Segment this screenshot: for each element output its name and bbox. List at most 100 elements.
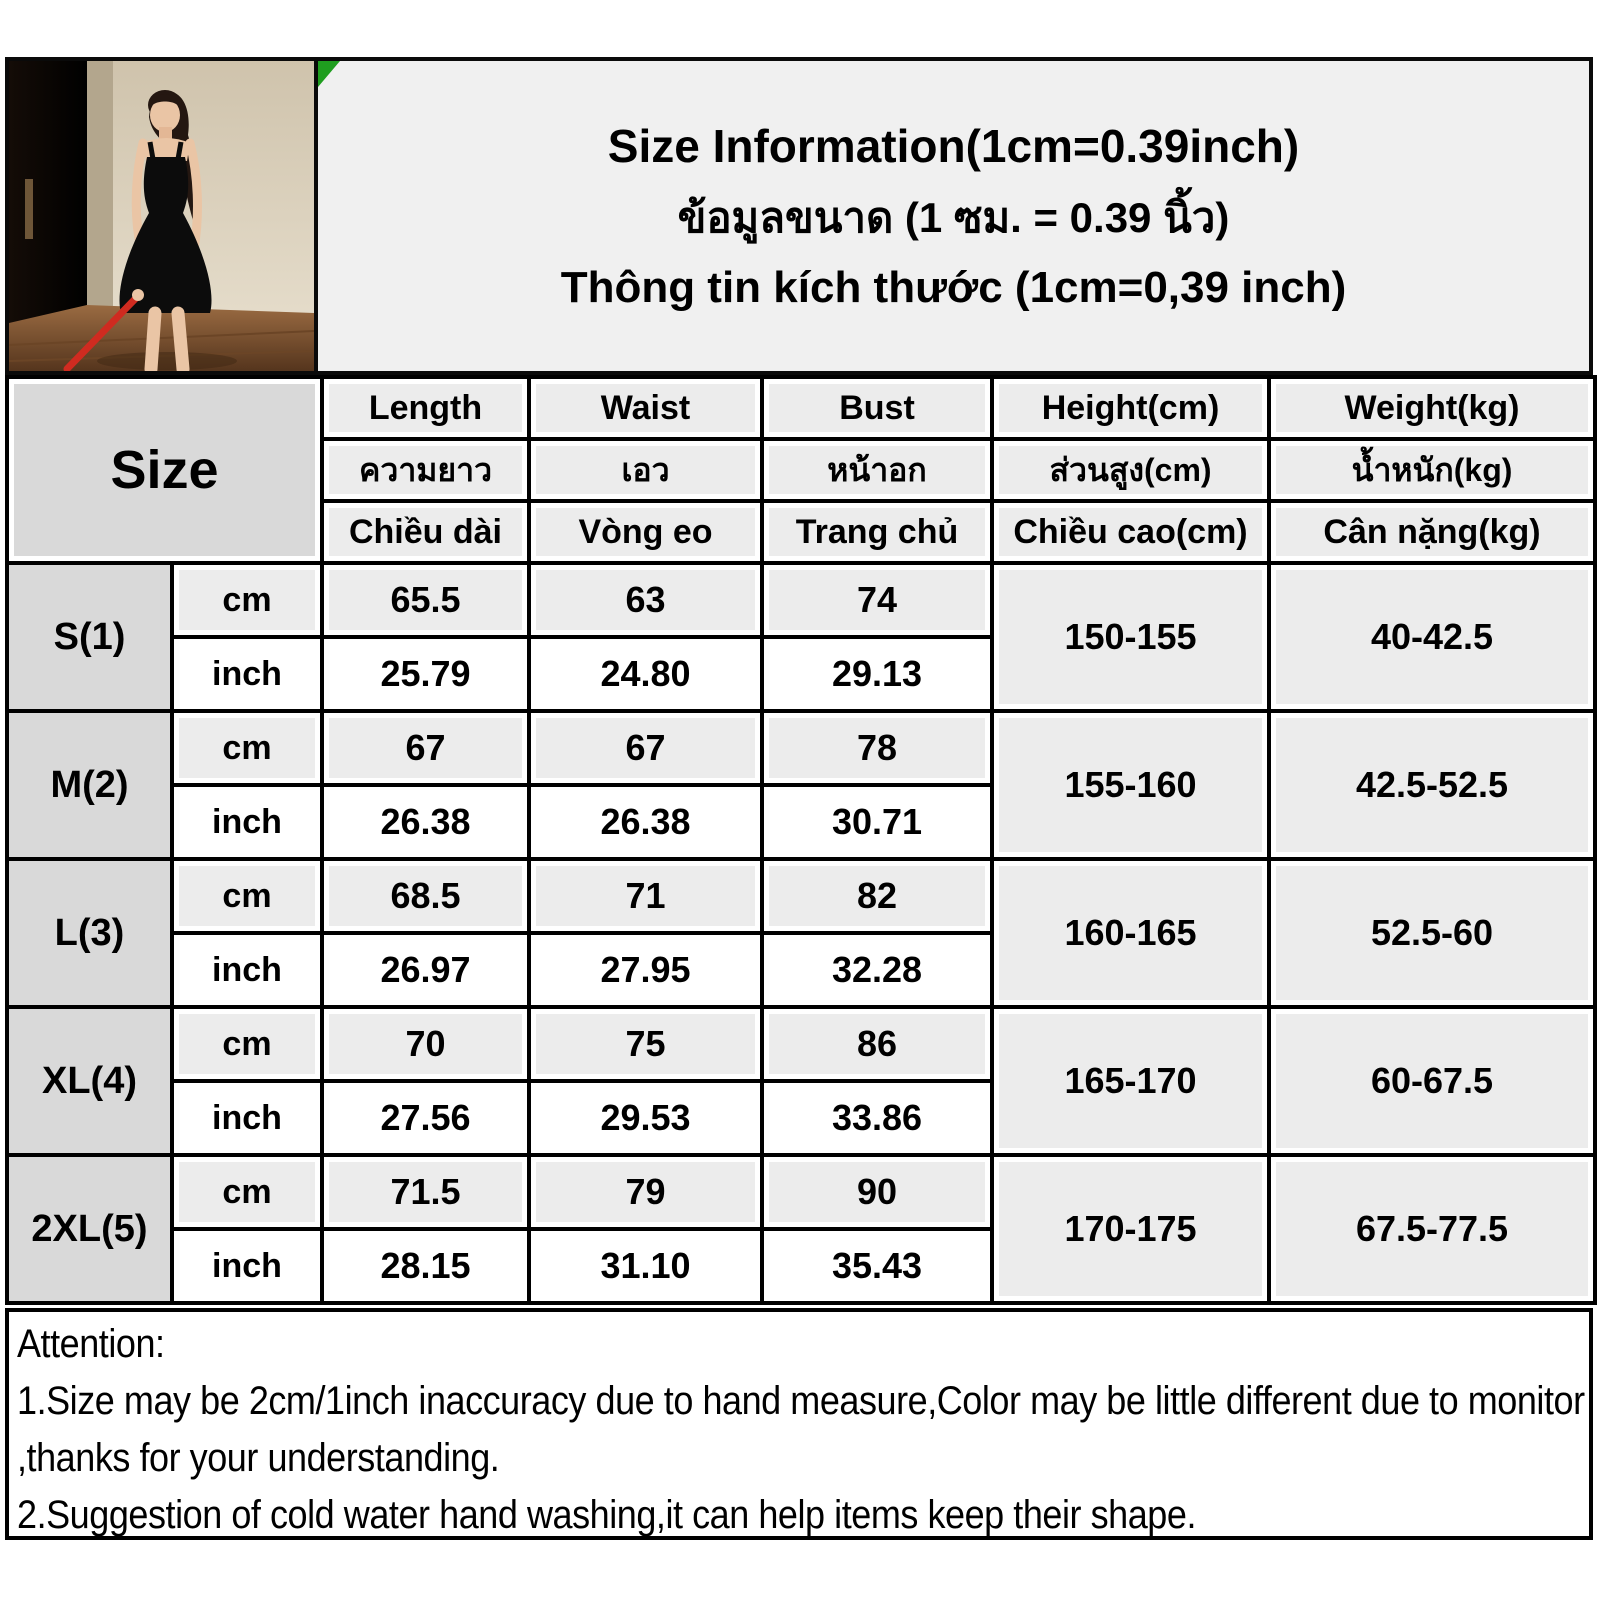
value-cell: 67	[320, 709, 531, 787]
header-bust-en: Bust	[760, 375, 994, 441]
header-length-en: Length	[320, 375, 531, 441]
unit-cell: inch	[170, 783, 324, 861]
header-height-th: ส่วนสูง(cm)	[990, 437, 1271, 503]
value-cell: 28.15	[320, 1227, 531, 1305]
value-cell: 71	[527, 857, 764, 935]
value-cell: 26.97	[320, 931, 531, 1009]
attention-heading: Attention:	[17, 1322, 165, 1366]
product-photo	[5, 57, 318, 375]
green-corner-marker-icon	[318, 61, 340, 87]
value-cell: 31.10	[527, 1227, 764, 1305]
value-cell: 67	[527, 709, 764, 787]
value-cell: 25.79	[320, 635, 531, 713]
row-xl-inch: inch 27.56 29.53 33.86	[7, 1079, 1595, 1157]
value-cell: 65.5	[320, 561, 531, 639]
header-row-english: Size Length Waist Bust Height(cm) Weight…	[5, 375, 1597, 565]
row-s-inch: inch 25.79 24.80 29.13	[7, 635, 1595, 713]
value-cell: 24.80	[527, 635, 764, 713]
row-2xl-inch: inch 28.15 31.10 35.43	[7, 1227, 1595, 1305]
value-cell: 74	[760, 561, 994, 639]
header-weight-vi: Cân nặng(kg)	[1267, 499, 1597, 565]
sheet: Size Information(1cm=0.39inch) ข้อมูลขนา…	[5, 57, 1597, 1540]
value-cell: 78	[760, 709, 994, 787]
header-bust-th: หน้าอก	[760, 437, 994, 503]
row-xl-cm: XL(4) cm 70 75 86 165-170 60-67.5	[5, 1005, 1597, 1157]
header-waist-th: เอว	[527, 437, 764, 503]
height-range-cell: 155-160	[990, 709, 1271, 861]
row-l-inch: inch 26.97 27.95 32.28	[7, 931, 1595, 1009]
value-cell: 63	[527, 561, 764, 639]
top-band: Size Information(1cm=0.39inch) ข้อมูลขนา…	[5, 57, 1593, 375]
header-bust-vi: Trang chủ	[760, 499, 994, 565]
unit-cell: inch	[170, 635, 324, 713]
attention-line: ,thanks for your understanding.	[17, 1436, 500, 1480]
header-weight-th: น้ำหนัก(kg)	[1267, 437, 1597, 503]
value-cell: 75	[527, 1005, 764, 1083]
header-height-en: Height(cm)	[990, 375, 1271, 441]
size-cell: 2XL(5)	[5, 1153, 174, 1305]
row-m-inch: inch 26.38 26.38 30.71	[7, 783, 1595, 861]
value-cell: 29.13	[760, 635, 994, 713]
value-cell: 29.53	[527, 1079, 764, 1157]
weight-range-cell: 40-42.5	[1267, 561, 1597, 713]
size-cell: M(2)	[5, 709, 174, 861]
unit-cell: cm	[170, 561, 324, 639]
unit-cell: cm	[170, 1005, 324, 1083]
title-box: Size Information(1cm=0.39inch) ข้อมูลขนา…	[318, 57, 1593, 375]
header-row-thai: ความยาว เอว หน้าอก ส่วนสูง(cm) น้ำหนัก(k…	[7, 437, 1597, 503]
size-cell: XL(4)	[5, 1005, 174, 1157]
value-cell: 27.56	[320, 1079, 531, 1157]
value-cell: 79	[527, 1153, 764, 1231]
attention-line: 1.Size may be 2cm/1inch inaccuracy due t…	[17, 1379, 1585, 1423]
header-length-vi: Chiều dài	[320, 499, 531, 565]
size-cell: S(1)	[5, 561, 174, 713]
value-cell: 70	[320, 1005, 531, 1083]
unit-cell: inch	[170, 1227, 324, 1305]
row-2xl-cm: 2XL(5) cm 71.5 79 90 170-175 67.5-77.5	[5, 1153, 1597, 1305]
row-s-cm: S(1) cm 65.5 63 74 150-155 40-42.5	[5, 561, 1597, 713]
attention-notes: Attention: 1.Size may be 2cm/1inch inacc…	[5, 1308, 1593, 1540]
header-waist-vi: Vòng eo	[527, 499, 764, 565]
weight-range-cell: 67.5-77.5	[1267, 1153, 1597, 1305]
header-weight-en: Weight(kg)	[1267, 375, 1597, 441]
value-cell: 86	[760, 1005, 994, 1083]
height-range-cell: 150-155	[990, 561, 1271, 713]
weight-range-cell: 60-67.5	[1267, 1005, 1597, 1157]
height-range-cell: 160-165	[990, 857, 1271, 1009]
value-cell: 82	[760, 857, 994, 935]
size-column-header: Size	[5, 375, 324, 565]
row-l-cm: L(3) cm 68.5 71 82 160-165 52.5-60	[5, 857, 1597, 1009]
value-cell: 71.5	[320, 1153, 531, 1231]
attention-line: 2.Suggestion of cold water hand washing,…	[17, 1493, 1196, 1537]
unit-cell: inch	[170, 1079, 324, 1157]
unit-cell: cm	[170, 1153, 324, 1231]
header-waist-en: Waist	[527, 375, 764, 441]
value-cell: 35.43	[760, 1227, 994, 1305]
value-cell: 26.38	[320, 783, 531, 861]
title-english: Size Information(1cm=0.39inch)	[607, 120, 1300, 172]
value-cell: 27.95	[527, 931, 764, 1009]
size-cell: L(3)	[5, 857, 174, 1009]
height-range-cell: 165-170	[990, 1005, 1271, 1157]
weight-range-cell: 52.5-60	[1267, 857, 1597, 1009]
row-m-cm: M(2) cm 67 67 78 155-160 42.5-52.5	[5, 709, 1597, 861]
value-cell: 30.71	[760, 783, 994, 861]
size-table: Size Length Waist Bust Height(cm) Weight…	[5, 375, 1597, 1305]
title-vietnamese: Thông tin kích thước (1cm=0,39 inch)	[560, 263, 1347, 312]
unit-cell: cm	[170, 709, 324, 787]
value-cell: 90	[760, 1153, 994, 1231]
unit-cell: cm	[170, 857, 324, 935]
value-cell: 32.28	[760, 931, 994, 1009]
unit-cell: inch	[170, 931, 324, 1009]
product-photo-illustration	[9, 61, 314, 371]
header-row-vietnamese: Chiều dài Vòng eo Trang chủ Chiều cao(cm…	[7, 499, 1597, 565]
header-length-th: ความยาว	[320, 437, 531, 503]
header-height-vi: Chiều cao(cm)	[990, 499, 1271, 565]
weight-range-cell: 42.5-52.5	[1267, 709, 1597, 861]
value-cell: 33.86	[760, 1079, 994, 1157]
value-cell: 68.5	[320, 857, 531, 935]
height-range-cell: 170-175	[990, 1153, 1271, 1305]
title-thai: ข้อมูลขนาด (1 ซม. = 0.39 นิ้ว)	[677, 194, 1230, 241]
value-cell: 26.38	[527, 783, 764, 861]
